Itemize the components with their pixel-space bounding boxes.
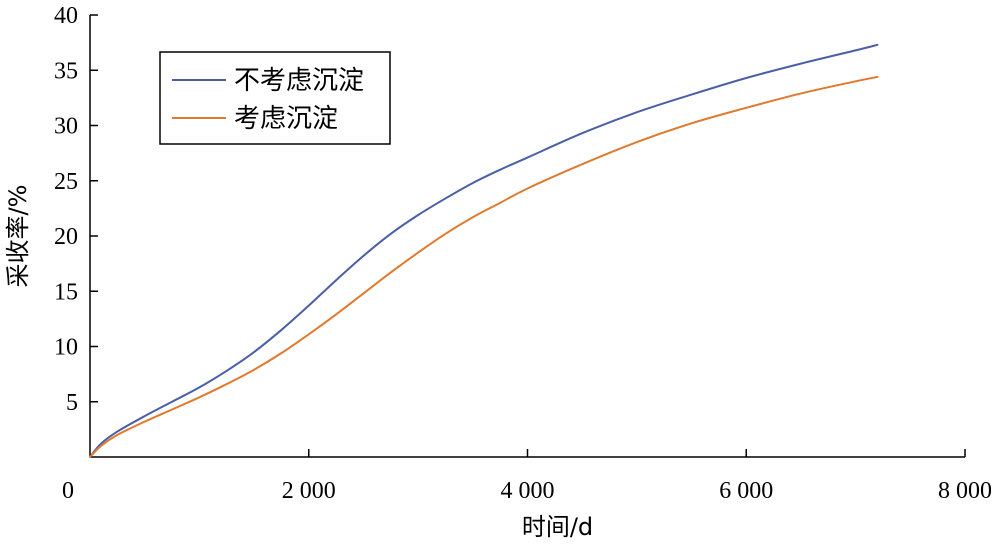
legend-label-precipitation: 考虑沉淀 xyxy=(234,104,338,134)
y-ticks: 5 10 15 20 25 30 35 40 xyxy=(54,3,98,416)
series-line-precipitation xyxy=(89,75,879,458)
series-line-no-precipitation xyxy=(89,43,879,458)
x-tick-label: 2 000 xyxy=(282,478,336,504)
series-group xyxy=(89,43,879,458)
x-tick-label: 4 000 xyxy=(501,478,555,504)
y-tick-label: 5 xyxy=(66,390,78,416)
y-tick-label: 40 xyxy=(54,3,78,29)
x-tick-label: 6 000 xyxy=(719,478,773,504)
legend-label-no-precipitation: 不考虑沉淀 xyxy=(234,66,364,96)
x-ticks: 0 2 000 4 000 6 000 8 000 xyxy=(62,449,992,504)
x-tick-label: 0 xyxy=(62,478,74,504)
y-tick-label: 30 xyxy=(54,114,78,140)
y-axis-title: 采收率/% xyxy=(4,185,32,288)
y-tick-label: 25 xyxy=(54,169,78,195)
x-tick-label: 8 000 xyxy=(938,478,992,504)
y-tick-label: 10 xyxy=(54,335,78,361)
y-tick-label: 15 xyxy=(54,279,78,305)
y-tick-label: 20 xyxy=(54,224,78,250)
x-axis-title: 时间/d xyxy=(522,513,593,541)
legend: 不考虑沉淀 考虑沉淀 xyxy=(159,51,391,145)
y-tick-label: 35 xyxy=(54,58,78,84)
legend-box xyxy=(159,51,391,145)
